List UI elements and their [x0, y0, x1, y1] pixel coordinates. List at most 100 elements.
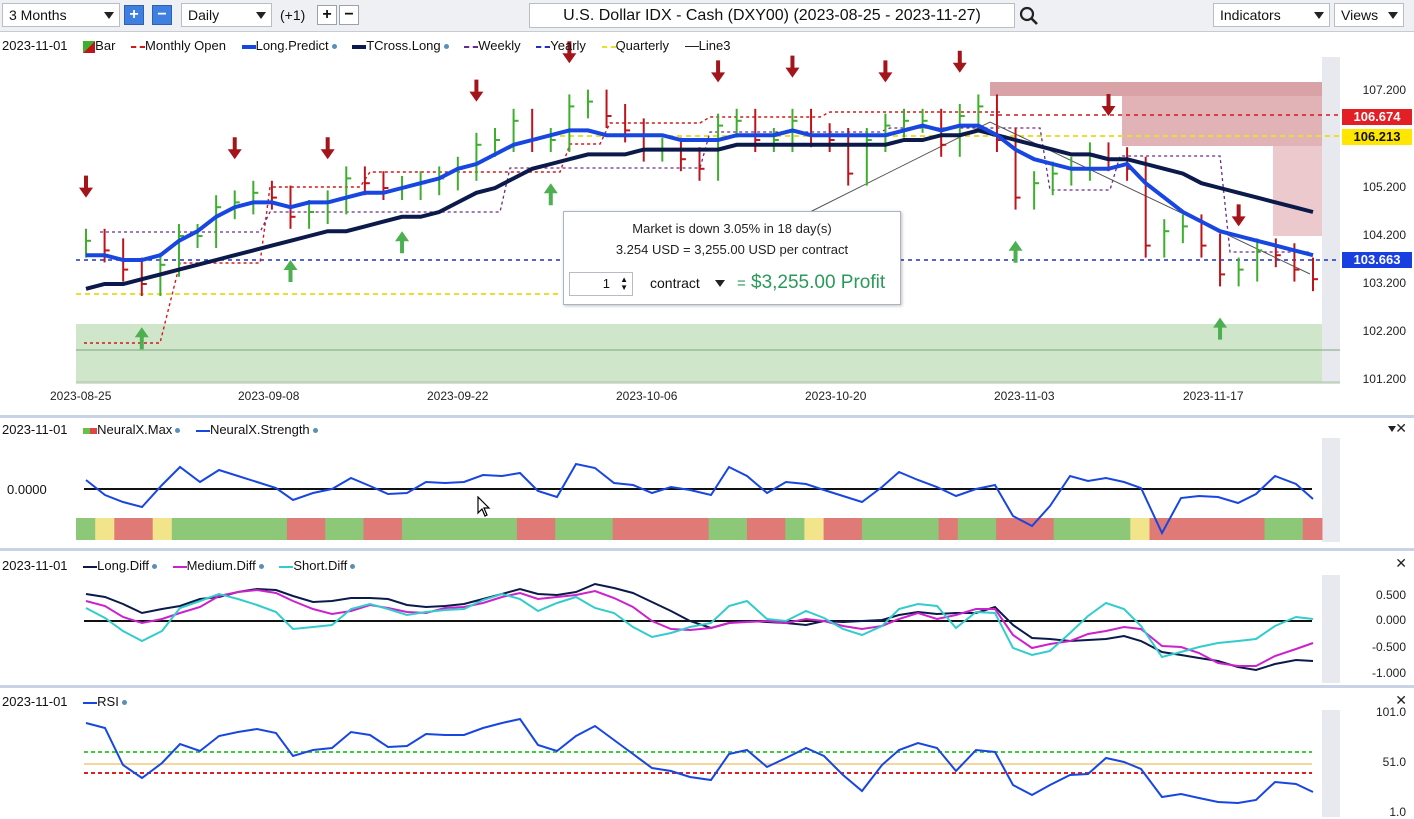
neural-block [1072, 518, 1093, 540]
settings-dot-icon[interactable] [350, 564, 356, 570]
line-icon [352, 44, 367, 49]
buy-arrow-icon [134, 327, 149, 350]
tooltip-line2: 3.254 USD = 3,255.00 USD per contract [615, 242, 849, 257]
contract-quantity-stepper[interactable]: 1 ▲ ▼ [569, 272, 633, 296]
neural-block [382, 518, 403, 540]
settings-dot-icon[interactable] [258, 564, 264, 570]
line-icon [195, 429, 210, 432]
sell-arrow-icon [785, 55, 800, 78]
settings-dot-icon[interactable] [175, 428, 181, 434]
price-label: 101.200 [1362, 372, 1406, 386]
zoom-in-button[interactable]: + [124, 5, 144, 25]
chevron-down-icon [256, 12, 266, 19]
neural-block [900, 518, 920, 540]
legend-item: Medium.Diff [186, 558, 256, 573]
neural-block [114, 518, 134, 540]
price-tag-blue: 103.663 [1342, 252, 1412, 268]
dashed-line-icon [536, 45, 551, 48]
neural-block [957, 518, 978, 540]
rsi-pane[interactable]: 2023-11-01 RSI ✕ 101.0 51.0 1.0 [0, 688, 1414, 819]
close-icon[interactable]: ✕ [1395, 692, 1407, 708]
neural-block [593, 518, 614, 540]
neural-pane[interactable]: 2023-11-01 NeuralX.Max NeuralX.Strength … [0, 418, 1414, 546]
neural-block [248, 518, 269, 540]
neural-block [881, 518, 901, 540]
chevron-down-icon [1388, 12, 1398, 19]
indicators-label: Indicators [1220, 7, 1281, 23]
x-label: 2023-10-20 [805, 389, 867, 403]
zoom-out-button[interactable]: − [152, 5, 172, 25]
neural-block [478, 518, 499, 540]
neural-strength-line [85, 462, 1314, 536]
neural-block [1053, 518, 1074, 540]
pane-separator[interactable] [0, 548, 1414, 551]
legend-item: NeuralX.Max [97, 422, 173, 437]
neural-block [651, 518, 671, 540]
neural-block [823, 518, 844, 540]
chevron-down-icon [1314, 12, 1324, 19]
legend-date: 2023-11-01 [2, 558, 68, 573]
neural-block [919, 518, 940, 540]
neural-block [421, 518, 441, 540]
legend-item: Bar [95, 38, 116, 53]
price-bars [85, 89, 1318, 296]
price-chart[interactable] [0, 32, 1414, 414]
resistance-zone [1122, 96, 1340, 146]
neural-block [631, 518, 652, 540]
rsi-axis-label: 101.0 [1375, 705, 1406, 719]
neural-block [1092, 518, 1112, 540]
pane-separator[interactable] [0, 415, 1414, 418]
neural-block [497, 518, 518, 540]
dashed-line-icon [131, 45, 146, 48]
indicators-dropdown[interactable]: Indicators [1213, 3, 1330, 27]
diff-pane[interactable]: 2023-11-01 Long.Diff Medium.Diff Short.D… [0, 551, 1414, 684]
neural-block [996, 518, 1016, 540]
buy-arrow-icon [283, 260, 298, 282]
close-icon[interactable]: ✕ [1395, 555, 1407, 571]
unit-dropdown-icon[interactable] [715, 280, 725, 287]
price-pane[interactable]: 2023-11-01 Bar Monthly Open Long.Predict… [0, 32, 1414, 414]
collapse-icon[interactable] [1388, 426, 1396, 432]
remove-offset-button[interactable]: − [339, 5, 359, 25]
settings-dot-icon[interactable] [312, 428, 318, 434]
buy-arrow-icon [543, 183, 558, 206]
x-label: 2023-09-22 [427, 389, 489, 403]
close-icon[interactable]: ✕ [1395, 420, 1407, 436]
settings-dot-icon[interactable] [151, 564, 157, 570]
sell-arrow-icon [1231, 204, 1246, 227]
rsi-axis-label: 1.0 [1389, 805, 1406, 819]
settings-dot-icon[interactable] [121, 700, 127, 706]
neural-block [1226, 518, 1246, 540]
neural-block [171, 518, 192, 540]
neural-block [267, 518, 288, 540]
search-icon[interactable] [1018, 5, 1040, 27]
neural-block [1034, 518, 1055, 540]
settings-dot-icon[interactable] [331, 44, 337, 50]
line-icon [241, 44, 256, 49]
sell-arrow-icon [952, 50, 967, 73]
neural-block [536, 518, 556, 540]
views-dropdown[interactable]: Views [1334, 3, 1404, 27]
symbol-title[interactable]: U.S. Dollar IDX - Cash (DXY00) (2023-08-… [529, 3, 1015, 28]
neural-block [1207, 518, 1227, 540]
add-offset-button[interactable]: + [317, 5, 337, 25]
signal-arrows [79, 41, 1246, 350]
interval-dropdown[interactable]: Daily [181, 3, 272, 27]
neural-block [76, 518, 96, 540]
period-dropdown[interactable]: 3 Months [2, 3, 120, 27]
contract-unit-label: contract [650, 275, 700, 291]
neural-block [708, 518, 729, 540]
stepper-arrows-icon[interactable]: ▲ ▼ [620, 275, 628, 292]
x-label: 2023-10-06 [616, 389, 678, 403]
settings-dot-icon[interactable] [443, 44, 449, 50]
neural-block [1015, 518, 1035, 540]
equals-sign: = [737, 275, 746, 292]
neural-block [440, 518, 460, 540]
neural-block [1187, 518, 1208, 540]
rsi-chart [84, 710, 1340, 817]
support-zone [76, 324, 1340, 384]
bar-icon [83, 427, 98, 434]
neural-block [1302, 518, 1323, 540]
neural-block [1168, 518, 1189, 540]
pane-separator[interactable] [0, 685, 1414, 688]
